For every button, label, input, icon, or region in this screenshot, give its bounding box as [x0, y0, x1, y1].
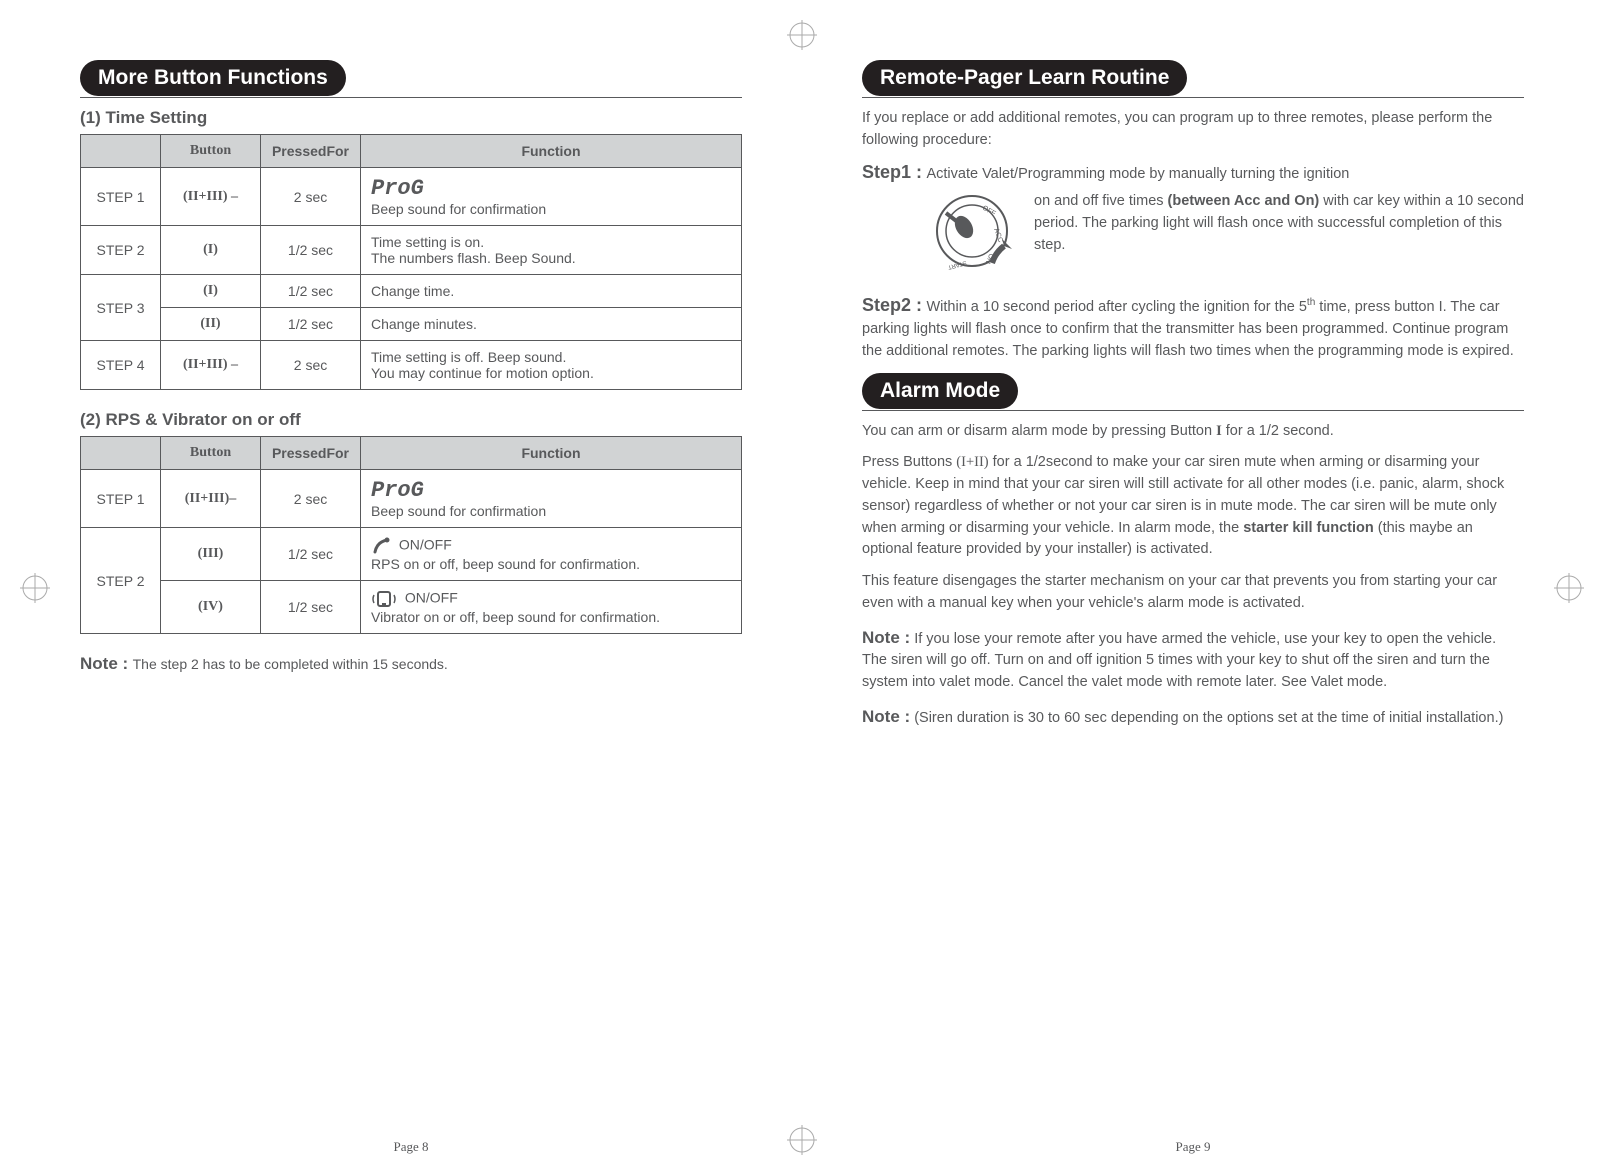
th-pressedfor: PressedFor — [261, 135, 361, 168]
svg-text:OFF: OFF — [981, 205, 997, 218]
table-row: STEP 2 (I) 1/2 sec Time setting is on. T… — [81, 226, 742, 275]
alarm-note2: Note : (Siren duration is 30 to 60 sec d… — [862, 704, 1524, 730]
svg-text:START: START — [947, 259, 967, 270]
table-row: (IV) 1/2 sec ON/OFF Vibrator on or off, … — [81, 581, 742, 634]
alarm-p1: You can arm or disarm alarm mode by pres… — [862, 421, 1524, 443]
table-row: (II) 1/2 sec Change minutes. — [81, 308, 742, 341]
rps-icon — [371, 536, 391, 556]
remote-pager-header: Remote-Pager Learn Routine — [862, 60, 1187, 96]
page-number: Page 9 — [862, 1139, 1524, 1155]
th-button: Button — [161, 135, 261, 168]
table-row: STEP 2 (III) 1/2 sec ON/OFF RPS on or of… — [81, 528, 742, 581]
table-row: STEP 4 (II+III) – 2 sec Time setting is … — [81, 341, 742, 390]
alarm-note1: Note : If you lose your remote after you… — [862, 625, 1524, 694]
th-blank — [81, 135, 161, 168]
prog-text: ProG — [371, 176, 424, 201]
prog-text: ProG — [371, 478, 424, 503]
vibrator-icon — [371, 589, 397, 609]
alarm-p3: This feature disengages the starter mech… — [862, 571, 1524, 615]
table-row: STEP 1 (II+III) – 2 sec ProGBeep sound f… — [81, 168, 742, 226]
step2-block: Step2 : Within a 10 second period after … — [862, 295, 1524, 362]
table-row: STEP 3 (I) 1/2 sec Change time. — [81, 275, 742, 308]
page-left: More Button Functions (1) Time Setting B… — [0, 0, 802, 1175]
time-setting-title: (1) Time Setting — [80, 108, 742, 128]
rps-vibrator-table: Button PressedFor Function STEP 1 (II+II… — [80, 436, 742, 634]
alarm-p2: Press Buttons (I+II) for a 1/2second to … — [862, 452, 1524, 561]
svg-text:ACC: ACC — [992, 228, 1004, 244]
page-number: Page 8 — [80, 1139, 742, 1155]
table-row: STEP 1 (II+III)– 2 sec ProGBeep sound fo… — [81, 470, 742, 528]
more-button-functions-header: More Button Functions — [80, 60, 346, 96]
alarm-mode-header: Alarm Mode — [862, 373, 1018, 409]
rps-vibrator-title: (2) RPS & Vibrator on or off — [80, 410, 742, 430]
note: Note : The step 2 has to be completed wi… — [80, 654, 742, 674]
step1-block: Step1 : Activate Valet/Programming mode … — [862, 162, 1524, 282]
ignition-switch-icon: OFF ACC ON START — [932, 191, 1022, 281]
intro-text: If you replace or add additional remotes… — [862, 108, 1524, 152]
time-setting-table: Button PressedFor Function STEP 1 (II+II… — [80, 134, 742, 390]
th-function: Function — [361, 135, 742, 168]
page-right: Remote-Pager Learn Routine If you replac… — [802, 0, 1604, 1175]
